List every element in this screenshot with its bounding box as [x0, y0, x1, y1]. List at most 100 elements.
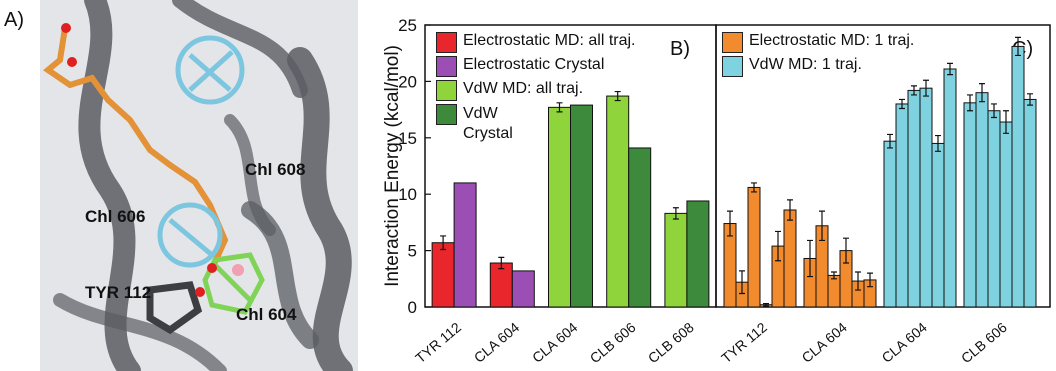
carotenoid: [43, 25, 229, 265]
y-tick-label: 5: [408, 242, 417, 261]
x-tick-label: CLB 606: [587, 319, 639, 366]
chl-604: [202, 252, 265, 315]
error-bar: [727, 210, 733, 237]
error-bar: [807, 239, 813, 278]
bar: [453, 182, 477, 308]
atom: [61, 23, 71, 33]
legend-label: Electrostatic MD: 1 traj.: [749, 32, 915, 49]
x-tick-label: CLB 608: [645, 319, 697, 366]
y-tick-label: 15: [398, 129, 417, 148]
y-tick-label: 0: [408, 298, 417, 317]
x-tick-label: CLA 604: [529, 319, 581, 366]
error-bar: [787, 199, 793, 221]
bar: [570, 104, 593, 308]
legend-item: Electrostatic MD: all traj.: [436, 32, 635, 53]
error-bar: [831, 271, 837, 280]
error-bar: [991, 103, 997, 119]
legend-item: VdW Crystal: [436, 104, 635, 144]
bar: [783, 209, 797, 308]
error-bar: [899, 98, 905, 110]
y-tick-label: 10: [398, 185, 417, 204]
y-axis-label: Interaction Energy (kcal/mol): [382, 45, 403, 287]
error-bar: [947, 62, 953, 76]
error-bar: [967, 94, 973, 112]
legend-item: VdW MD: 1 traj.: [722, 56, 914, 77]
bar: [975, 92, 989, 308]
error-bar: [1015, 36, 1021, 57]
bar: [895, 103, 909, 308]
x-tick-label: TYR 112: [718, 319, 770, 366]
x-tick-label: CLB 606: [958, 319, 1010, 366]
error-bar: [843, 237, 849, 264]
legend-item: Electrostatic MD: 1 traj.: [722, 32, 914, 53]
bar: [907, 89, 921, 308]
chl-608: [175, 35, 245, 105]
error-bar: [440, 235, 447, 251]
bar: [827, 274, 841, 308]
error-bar: [775, 230, 781, 262]
x-tick-label: CLA 604: [471, 319, 523, 366]
legend: Electrostatic MD: all traj. Electrostatic…: [436, 32, 635, 147]
legend: Electrostatic MD: 1 traj. VdW MD: 1 traj.: [722, 32, 914, 80]
error-bar: [739, 270, 745, 295]
bar: [943, 68, 957, 308]
legend-label: Electrostatic Crystal: [463, 56, 605, 73]
molecule-label: Chl 606: [85, 207, 145, 226]
bar: [963, 102, 977, 308]
error-bar: [923, 79, 929, 97]
molecule-image: A) Chl 608 Chl 606 TYR 112 Chl 604: [4, 0, 358, 371]
error-bar: [751, 182, 757, 193]
legend-swatch: [722, 56, 743, 77]
bar: [1011, 45, 1025, 308]
bar: [1023, 98, 1037, 308]
legend-swatch: [722, 32, 743, 53]
x-tick-label: CLA 604: [798, 319, 850, 366]
y-tick-label: 20: [398, 72, 417, 91]
bar: [489, 262, 513, 308]
error-bar: [979, 83, 985, 103]
bar: [686, 200, 710, 308]
plot-frame: [715, 24, 1051, 308]
x-tick-label: TYR 112: [412, 319, 464, 366]
error-bar: [887, 133, 893, 149]
bar: [919, 87, 933, 308]
tyr-112: [146, 281, 203, 335]
molecule-label: Chl 608: [245, 160, 305, 179]
atom: [195, 287, 205, 297]
panel-label: B): [670, 38, 690, 60]
chl-606: [157, 202, 223, 268]
error-bar: [763, 303, 769, 307]
legend-swatch: [436, 104, 457, 125]
legend-swatch: [436, 80, 457, 101]
x-tick-label: CLA 604: [878, 319, 930, 366]
error-bar: [911, 85, 917, 96]
error-bar: [1003, 110, 1009, 134]
bar: [999, 121, 1013, 308]
error-bar: [498, 256, 505, 270]
error-bar: [867, 272, 873, 288]
panel-label: A): [4, 9, 24, 31]
error-bar: [556, 102, 563, 113]
bar: [511, 270, 535, 308]
bar: [987, 110, 1001, 308]
error-bar: [935, 134, 941, 152]
bar: [628, 147, 652, 308]
atom: [232, 264, 244, 276]
error-bar: [672, 207, 679, 220]
legend-label: Electrostatic MD: all traj.: [463, 32, 636, 49]
legend-swatch: [436, 32, 457, 53]
legend-label: VdW Crystal: [463, 105, 513, 142]
bar: [931, 142, 945, 308]
error-bar: [819, 210, 825, 242]
error-bar: [1027, 93, 1033, 106]
legend-label: VdW MD: 1 traj.: [749, 56, 862, 73]
protein-ribbons: [53, 0, 353, 371]
bar: [883, 140, 897, 308]
bar: [747, 186, 761, 308]
legend-item: VdW MD: all traj.: [436, 80, 635, 101]
error-bar: [614, 90, 621, 102]
legend-item: Electrostatic Crystal: [436, 56, 635, 77]
bar: [431, 242, 455, 308]
